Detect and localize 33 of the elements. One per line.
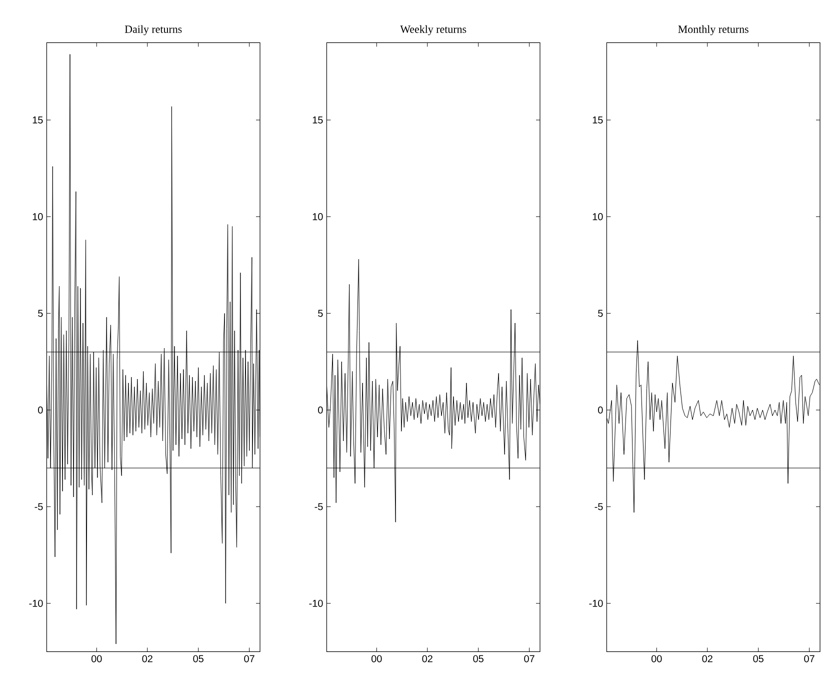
y-tick-label: 5 — [38, 310, 43, 317]
y-tick-label: 5 — [318, 310, 323, 317]
y-tick-label: 0 — [318, 406, 323, 414]
x-tick-label: 07 — [244, 655, 254, 662]
chart-title: Monthly returns — [678, 25, 748, 36]
x-tick-label: 02 — [142, 655, 152, 662]
y-tick-label: 0 — [38, 406, 43, 414]
x-tick-label: 05 — [473, 655, 484, 662]
y-tick-label: 0 — [598, 406, 603, 414]
chart-title: Weekly returns — [400, 25, 466, 36]
y-tick-label: 15 — [32, 116, 43, 124]
x-tick-label: 05 — [193, 655, 204, 662]
y-tick-label: 10 — [32, 213, 43, 220]
y-tick-label: 5 — [598, 310, 603, 317]
x-tick-label: 07 — [804, 655, 814, 662]
x-tick-label: 00 — [91, 655, 102, 662]
x-tick-label: 00 — [651, 655, 662, 662]
y-tick-label: 15 — [592, 116, 603, 124]
y-tick-label: -10 — [309, 600, 323, 607]
y-tick-label: 10 — [592, 213, 603, 220]
y-tick-label: 15 — [312, 116, 323, 124]
x-tick-label: 02 — [422, 655, 432, 662]
x-tick-label: 05 — [753, 655, 764, 662]
y-tick-label: -5 — [594, 503, 603, 510]
x-tick-label: 02 — [702, 655, 712, 662]
y-tick-label: -5 — [314, 503, 323, 510]
y-tick-label: -10 — [589, 600, 603, 607]
x-tick-label: 07 — [524, 655, 534, 662]
y-tick-label: -10 — [29, 600, 43, 607]
y-tick-label: 10 — [312, 213, 323, 220]
chart-title: Daily returns — [124, 25, 182, 36]
x-tick-label: 00 — [371, 655, 382, 662]
y-tick-label: -5 — [34, 503, 43, 510]
